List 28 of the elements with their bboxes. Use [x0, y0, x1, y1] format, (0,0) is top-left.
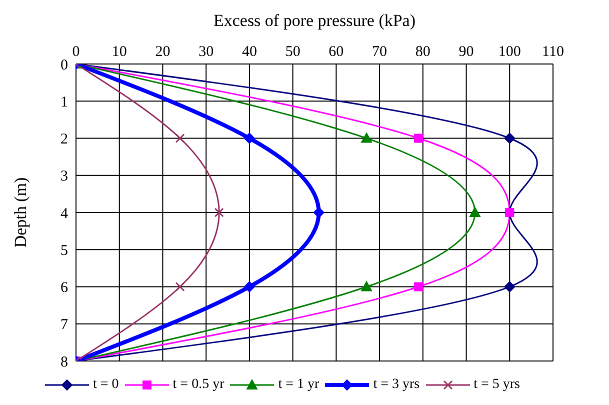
x-tick-label: 110: [542, 44, 564, 60]
legend-label: t = 3 yrs: [373, 377, 420, 393]
x-tick-label: 0: [72, 44, 80, 60]
x-tick-label: 20: [155, 44, 170, 60]
legend-label: t = 1 yr: [278, 377, 320, 393]
y-tick-label: 7: [60, 317, 68, 334]
y-tick-label: 6: [60, 280, 68, 296]
y-tick-label: 8: [60, 354, 68, 370]
y-tick-label: 0: [60, 57, 68, 74]
x-axis-title: Excess of pore pressure (kPa): [213, 11, 416, 30]
y-tick-label: 2: [60, 132, 68, 148]
x-tick-label: 100: [498, 44, 521, 60]
x-tick-label: 50: [285, 44, 300, 60]
x-tick-label: 40: [242, 44, 257, 60]
x-tick-label: 60: [328, 44, 344, 60]
x-tick-label: 70: [372, 44, 388, 60]
x-tick-label: 90: [458, 44, 474, 60]
y-tick-label: 1: [60, 94, 68, 110]
y-tick-label: 3: [60, 168, 68, 185]
legend-label: t = 5 yrs: [474, 377, 520, 393]
x-tick-label: 10: [112, 44, 127, 60]
y-tick-label: 4: [60, 206, 68, 222]
y-axis-title: Depth (m): [11, 177, 30, 248]
legend-label: t = 0.5 yr: [172, 377, 224, 393]
x-tick-label: 30: [198, 44, 214, 60]
legend-label: t = 0: [92, 377, 119, 393]
x-tick-label: 80: [415, 44, 430, 60]
y-tick-label: 5: [60, 242, 68, 259]
